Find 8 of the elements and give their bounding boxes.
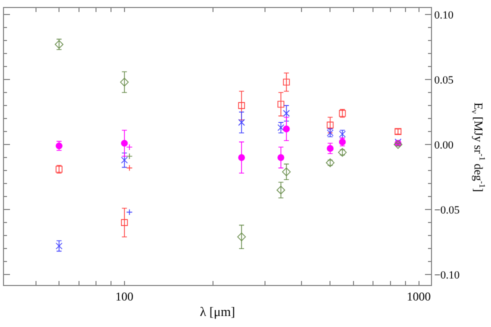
y-tick-label: 0.00 (434, 139, 454, 152)
x-tick-label: 100 (115, 289, 134, 304)
y-tick-label: 0.05 (434, 74, 454, 86)
x-tick-label: 1000 (406, 289, 431, 304)
x-axis-title: λ [μm] (200, 304, 236, 319)
y-tick-label: 0.10 (434, 9, 454, 22)
y-tick-label: −0.05 (434, 204, 460, 216)
y-tick-label: −0.10 (434, 269, 460, 282)
